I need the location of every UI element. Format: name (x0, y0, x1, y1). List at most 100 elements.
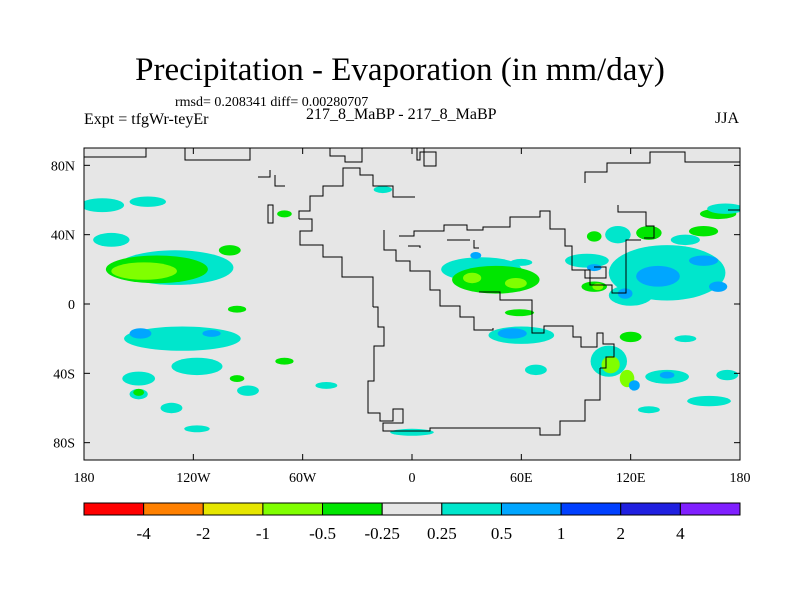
colorbar-box-8 (560, 502, 622, 516)
contour-region-0 (84, 198, 125, 213)
x-tick-label: 120W (176, 471, 211, 486)
colorbar-box-5 (381, 502, 443, 516)
y-tick-label: 40N (51, 229, 75, 244)
contour-region-22 (373, 186, 392, 194)
coastline-10 (584, 266, 607, 279)
x-tick-label: 0 (409, 471, 416, 486)
contour-region-10 (122, 371, 156, 386)
contour-region-5 (111, 262, 177, 280)
coastline-12 (408, 239, 479, 249)
colorbar-label: 0.5 (491, 524, 512, 543)
contour-region-21 (315, 382, 338, 389)
contour-region-60 (619, 331, 642, 343)
y-tick-label: 0 (68, 298, 75, 313)
contour-region-20 (133, 388, 145, 396)
contour-region-33 (504, 309, 535, 317)
coastline-1 (329, 148, 405, 163)
contour-region-35 (586, 264, 602, 272)
colorbar-box-2 (202, 502, 264, 516)
contour-regions (84, 186, 740, 436)
experiment-label: Expt = tfgWr-teyEr (84, 111, 209, 128)
coastline-13 (584, 151, 740, 183)
colorbar-label: -0.25 (364, 524, 399, 543)
contour-region-52 (601, 356, 620, 374)
colorbar-label: 0.25 (427, 524, 457, 543)
coastline-5 (299, 218, 374, 307)
stats-label: rmsd= 0.208341 diff= 0.00280707 (175, 95, 369, 110)
contour-region-54 (628, 380, 640, 391)
case-label: 217_8_MaBP - 217_8_MaBP (306, 106, 497, 123)
contour-region-18 (237, 385, 259, 396)
contour-region-42 (636, 265, 680, 287)
contour-region-29 (510, 258, 533, 266)
y-tick-label: 80S (53, 437, 75, 452)
contour-region-32 (524, 364, 547, 376)
colorbar-label: -1 (256, 524, 270, 543)
x-tick-label: 180 (74, 471, 95, 486)
contour-region-58 (687, 395, 731, 407)
contour-region-17 (229, 375, 245, 382)
colorbar-label: 2 (616, 524, 625, 543)
contour-region-40 (636, 226, 662, 240)
contour-region-37 (592, 283, 604, 291)
contour-region-26 (463, 272, 482, 284)
contour-region-14 (218, 245, 241, 256)
continent-outlines (84, 148, 740, 436)
colorbar-box-0 (83, 502, 145, 516)
contour-region-61 (637, 406, 660, 414)
contour-region-43 (688, 255, 719, 266)
colorbar: -4 -2 -1 -0.5 -0.25 0.25 0.5 1 2 4 (83, 502, 741, 543)
contour-region-1 (129, 196, 166, 207)
y-tick-label: 40S (53, 367, 75, 382)
contour-region-47 (688, 226, 719, 237)
contour-region-56 (659, 371, 675, 379)
x-tick-label: 180 (730, 471, 751, 486)
colorbar-label: -4 (137, 524, 152, 543)
coastline-4 (298, 167, 415, 219)
contour-region-19 (277, 210, 292, 218)
contour-region-28 (470, 252, 482, 259)
colorbar-box-3 (262, 502, 324, 516)
colorbar-box-9 (620, 502, 681, 516)
contour-region-8 (202, 330, 221, 337)
colorbar-label: 1 (557, 524, 566, 543)
contour-region-39 (586, 231, 602, 242)
contour-region-23 (390, 428, 434, 436)
contour-region-16 (275, 357, 294, 365)
contour-region-50 (670, 234, 700, 246)
contour-region-57 (716, 369, 739, 381)
colorbar-box-10 (679, 502, 741, 516)
y-tick-label: 80N (51, 159, 75, 174)
coastline-9 (399, 210, 641, 294)
chart-title: Precipitation - Evaporation (in mm/day) (135, 52, 665, 88)
axis-ticks: 180 120W 60W 0 60E 120E 180 80N 40N 0 40S 80S (51, 148, 751, 486)
colorbar-box-4 (322, 502, 383, 516)
coastline-3 (258, 170, 285, 187)
coastline-6 (367, 306, 601, 436)
colorbar-box-1 (143, 502, 204, 516)
contour-region-15 (227, 305, 247, 313)
colorbar-label: -0.5 (309, 524, 336, 543)
contour-region-44 (709, 281, 728, 292)
contour-region-31 (497, 328, 527, 339)
coastline-11 (479, 291, 615, 369)
colorbar-box-6 (441, 502, 502, 516)
contour-region-7 (129, 328, 152, 339)
coastline-7 (267, 204, 274, 224)
x-tick-label: 60W (289, 471, 317, 486)
coastline-14 (617, 205, 655, 239)
contour-region-9 (171, 357, 223, 376)
contour-region-27 (504, 278, 527, 289)
colorbar-box-7 (500, 502, 562, 516)
contour-region-49 (707, 203, 740, 214)
contour-region-59 (674, 335, 697, 343)
coastline-8 (383, 230, 494, 331)
contour-region-46 (617, 288, 633, 299)
contour-region-13 (184, 425, 210, 433)
x-tick-label: 120E (616, 471, 646, 486)
contour-region-11 (160, 402, 183, 414)
contour-region-2 (93, 232, 130, 247)
season-label: JJA (715, 110, 740, 127)
contour-region-38 (605, 226, 631, 244)
